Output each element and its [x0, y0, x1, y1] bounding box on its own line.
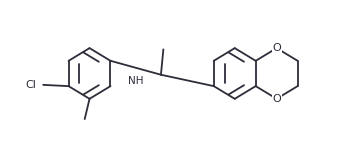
Text: O: O — [272, 94, 281, 104]
Text: Cl: Cl — [25, 80, 36, 90]
Text: NH: NH — [128, 76, 143, 86]
Text: O: O — [272, 43, 281, 53]
